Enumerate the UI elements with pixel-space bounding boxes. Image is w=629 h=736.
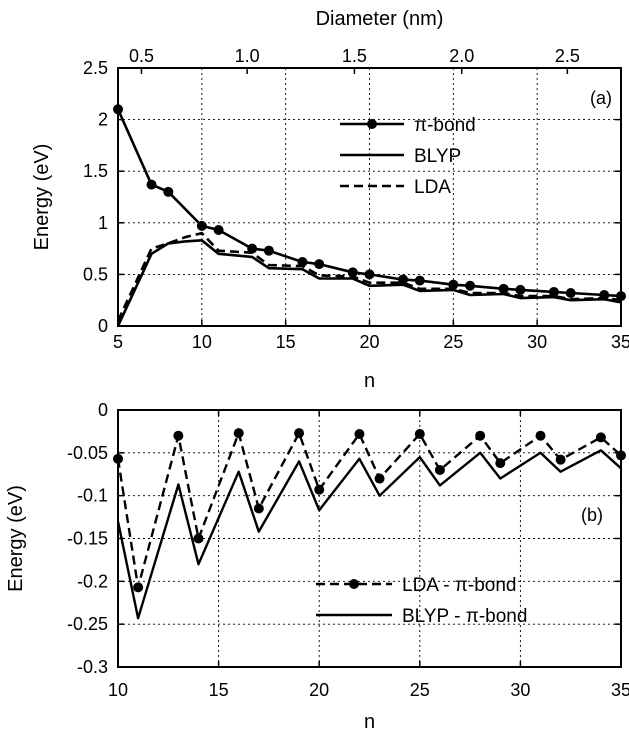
- y-tick-label: 0.5: [83, 264, 108, 284]
- x-tick-label: 25: [443, 332, 463, 352]
- data-point: [314, 484, 325, 495]
- legend-label: LDA: [414, 177, 451, 198]
- data-point: [475, 430, 486, 441]
- data-point: [448, 279, 459, 290]
- x-tick-label: 10: [192, 332, 212, 352]
- data-point: [414, 428, 425, 439]
- y-axis-title: Energy (eV): [5, 485, 27, 592]
- data-point: [247, 243, 258, 254]
- y-tick-label: -0.05: [67, 443, 108, 463]
- panel-b: 10 15 20 25 30 35 0 -0.05 -0.1 -0.15 -0.2 -0.25 -0.3…: [5, 400, 629, 733]
- data-point: [495, 458, 506, 469]
- y-axis-title: Energy (eV): [31, 144, 53, 251]
- y-tick-label: -0.2: [77, 571, 108, 591]
- data-point: [297, 257, 308, 268]
- legend-label: BLYP - π-bond: [402, 606, 527, 627]
- legend-label: LDA - π-bond: [402, 575, 517, 596]
- data-point: [263, 245, 274, 256]
- y-tick-label: 0: [98, 316, 108, 336]
- data-point: [294, 428, 305, 439]
- top-tick-label: 2.0: [449, 46, 474, 66]
- x-tick-label: 20: [359, 332, 379, 352]
- panel-label: (b): [581, 505, 603, 525]
- data-point: [364, 269, 375, 280]
- series-line-2: [116, 231, 622, 322]
- data-point: [565, 287, 576, 298]
- x-tick-label: 15: [276, 332, 296, 352]
- data-point: [347, 267, 358, 278]
- data-point: [555, 454, 566, 465]
- data-point: [233, 428, 244, 439]
- data-point: [193, 533, 204, 544]
- y-tick-label: 1: [98, 213, 108, 233]
- x-tick-label: 10: [108, 680, 128, 700]
- legend-label: π-bond: [414, 115, 476, 136]
- data-point: [535, 430, 546, 441]
- x-tick-label: 30: [527, 332, 547, 352]
- data-point: [595, 432, 606, 443]
- x-axis-title: n: [364, 711, 375, 733]
- y-tick-label: 2: [98, 110, 108, 130]
- x-tick-label: 35: [611, 680, 629, 700]
- data-point: [465, 280, 476, 291]
- series-line-1: [116, 239, 622, 327]
- x-axis-title: n: [364, 370, 375, 392]
- x-tick-label: 30: [510, 680, 530, 700]
- panel-a: 5 10 15 20 25 30 35 0 0.5 1 1.5 2 2.5 0.5 1.0 1.5 2.0 2.5…: [31, 8, 629, 392]
- top-tick-label: 1.0: [235, 46, 260, 66]
- data-point: [515, 284, 526, 295]
- legend-label: BLYP: [414, 146, 461, 167]
- legend-marker: [367, 119, 377, 129]
- series-line-1: [116, 449, 622, 620]
- y-tick-label: 0: [98, 400, 108, 420]
- data-point: [196, 220, 207, 231]
- x-tick-label: 15: [209, 680, 229, 700]
- y-tick-label: -0.1: [77, 486, 108, 506]
- data-point: [374, 473, 385, 484]
- x-tick-label: 20: [309, 680, 329, 700]
- panel-label: (a): [590, 88, 612, 108]
- y-tick-label: 1.5: [83, 161, 108, 181]
- data-point: [548, 286, 559, 297]
- data-point: [146, 179, 157, 190]
- data-point: [314, 259, 325, 270]
- legend-marker: [349, 579, 359, 589]
- plot-frame: [117, 67, 622, 327]
- y-tick-label: -0.25: [67, 614, 108, 634]
- top-tick-label: 0.5: [129, 46, 154, 66]
- data-point: [434, 464, 445, 475]
- data-point: [414, 275, 425, 286]
- x-tick-label: 25: [410, 680, 430, 700]
- data-point: [354, 428, 365, 439]
- y-tick-label: -0.15: [67, 529, 108, 549]
- x-tick-label: 5: [113, 332, 123, 352]
- x-tick-label: 35: [611, 332, 629, 352]
- data-point: [133, 582, 144, 593]
- data-point: [213, 225, 224, 236]
- data-point: [398, 274, 409, 285]
- data-point: [253, 503, 264, 514]
- data-point: [173, 430, 184, 441]
- legend: LDA - π-bond BLYP - π-bond: [316, 575, 527, 627]
- legend: π-bond BLYP LDA: [340, 115, 476, 198]
- data-point: [498, 283, 509, 294]
- top-axis-title: Diameter (nm): [316, 8, 444, 30]
- top-tick-label: 1.5: [342, 46, 367, 66]
- top-tick-label: 2.5: [555, 46, 580, 66]
- data-point: [163, 186, 174, 197]
- y-tick-label: -0.3: [77, 657, 108, 677]
- y-tick-label: 2.5: [83, 58, 108, 78]
